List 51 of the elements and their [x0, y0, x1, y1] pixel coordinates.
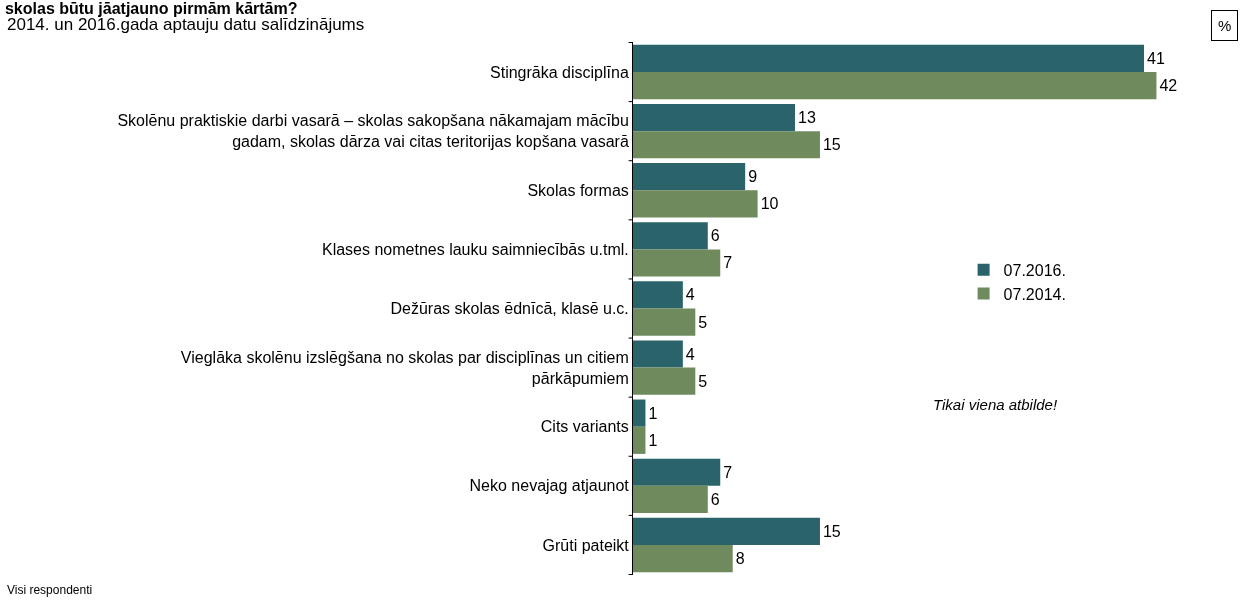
data-label: 13 [798, 109, 816, 127]
y-tick-label: Skolas formas [527, 181, 629, 199]
data-label: 5 [698, 372, 708, 390]
bar [633, 131, 820, 159]
y-tick-label: Klases nometnes lauku saimniecībās u.tml. [321, 240, 629, 258]
data-label: 15 [822, 522, 841, 540]
bar [633, 458, 721, 486]
bar [633, 281, 683, 309]
y-tick-label: Dežūras skolas ēdnīcā, klasē u.c. [390, 300, 629, 318]
bar [633, 426, 646, 454]
data-label: 1 [648, 431, 658, 449]
bar [633, 340, 683, 368]
text: Visi respondenti [7, 583, 93, 597]
bar [633, 367, 696, 395]
data-label: 7 [723, 254, 733, 272]
bar [633, 163, 746, 191]
text: % [1218, 17, 1232, 34]
legend-label: 07.2016. [1003, 261, 1066, 279]
bar [633, 44, 1144, 73]
legend-label: 07.2014. [1003, 285, 1066, 303]
bar [633, 544, 733, 573]
bar [633, 399, 646, 427]
y-tick-label: Stingrāka disciplīna [490, 63, 629, 81]
data-label: 8 [735, 550, 745, 568]
data-label: 9 [748, 168, 758, 186]
y-tick-label: Vieglāka skolēnu izslēgšana no skolas par disciplīnas un citiem pārkāpumiem [180, 348, 629, 387]
data-label: 42 [1159, 77, 1178, 95]
text: skolas būtu jāatjauno pirmām kārtām? [4, 0, 298, 18]
data-label: 4 [685, 345, 695, 363]
bar [633, 308, 696, 336]
y-tick-label: Cits variants [540, 418, 629, 436]
y-tick-label: Skolēnu praktiskie darbi vasarā – skolas sakopšana nākamajam mācību gadam, skolas dārza vai citas teritorijas kopšana vasarā [117, 112, 629, 151]
y-tick-label: Grūti pateikt [542, 536, 630, 554]
data-label: 10 [760, 195, 779, 213]
bar [633, 222, 708, 250]
data-label: 7 [723, 463, 733, 481]
bar [633, 249, 721, 277]
data-label: 5 [698, 313, 708, 331]
data-label: 6 [710, 490, 720, 508]
bar [633, 517, 820, 545]
data-label: 1 [648, 404, 658, 422]
bar [633, 103, 796, 132]
data-label: 15 [822, 136, 841, 154]
bar [633, 190, 758, 218]
y-tick-label: Neko nevajag atjaunot [469, 477, 630, 495]
data-label: 4 [685, 286, 695, 304]
annotation: Tikai viena atbilde! [933, 396, 1058, 413]
data-label: 6 [710, 227, 720, 245]
bar [633, 485, 708, 514]
data-label: 41 [1146, 49, 1165, 67]
bar [633, 72, 1157, 100]
